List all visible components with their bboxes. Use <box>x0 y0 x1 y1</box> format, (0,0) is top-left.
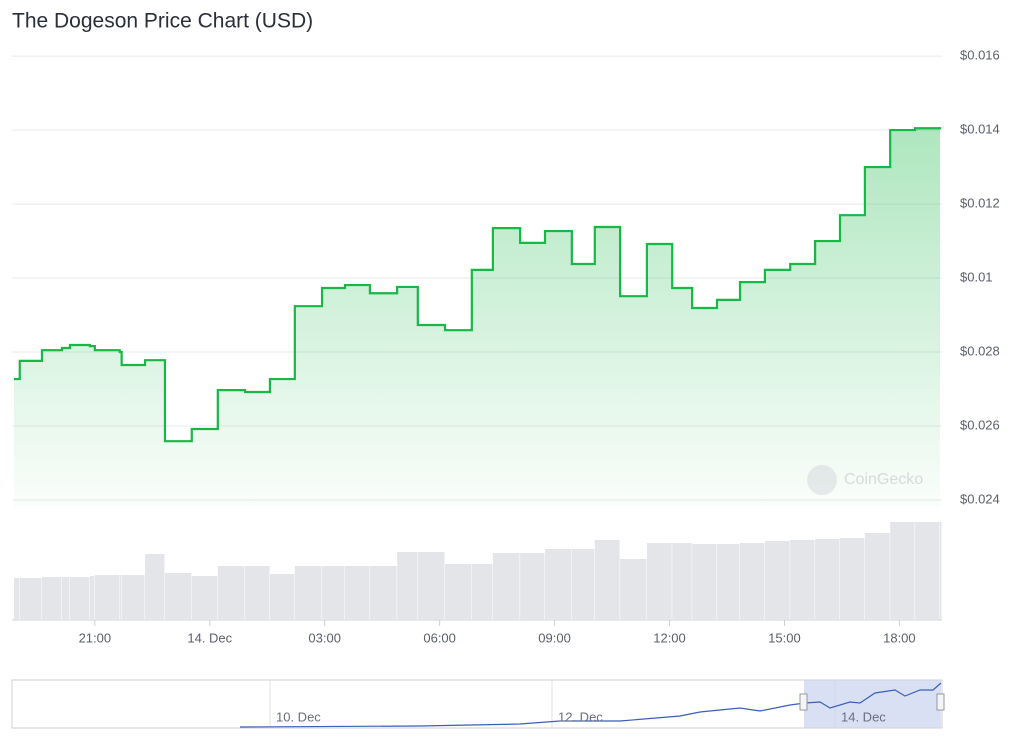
x-tick-label: 21:00 <box>79 630 112 645</box>
volume-bar <box>864 533 890 620</box>
volume-bar <box>764 541 790 620</box>
plot <box>14 127 942 508</box>
watermark: CoinGecko <box>807 465 923 495</box>
volume-bar <box>191 576 218 620</box>
navigator-handle[interactable] <box>936 693 945 711</box>
volume-bar <box>245 566 270 620</box>
x-tick-label: 09:00 <box>538 630 571 645</box>
volume-bar <box>322 566 345 620</box>
volume-bar <box>940 522 942 620</box>
navigator-label: 14. Dec <box>841 709 886 724</box>
x-tick-label: 03:00 <box>308 630 341 645</box>
chart-title: The Dogeson Price Chart (USD) <box>12 10 313 33</box>
grid: $0.024 $0.026 $0.028 $0.01 $0.012 $0.014 $0.01… <box>12 48 1000 645</box>
watermark-text: CoinGecko <box>844 471 923 488</box>
y-tick-label: $0.014 <box>960 122 1000 137</box>
navigator-frame <box>11 679 943 729</box>
y-tick-label: $0.024 <box>960 491 1000 506</box>
volume-bar <box>121 575 145 620</box>
volume-bar <box>89 576 95 620</box>
navigator-label: 12. Dec <box>558 709 603 724</box>
volume-bar <box>520 553 545 620</box>
navigator: 10. Dec 12. Dec 14. Dec <box>11 679 945 729</box>
volume-bar <box>692 544 717 620</box>
volume-bar <box>69 577 90 620</box>
navigator-handle[interactable] <box>799 693 808 711</box>
volume-bar <box>417 552 445 620</box>
x-tick-label: 14. Dec <box>187 630 232 645</box>
volume-bar <box>815 539 840 620</box>
x-tick-label: 15:00 <box>768 630 801 645</box>
volume-bar <box>269 574 295 620</box>
volume-bar <box>369 566 397 620</box>
volume-bar <box>545 549 572 620</box>
y-tick-label: $0.028 <box>960 343 1000 358</box>
volume-bar <box>620 559 647 620</box>
volume-bar <box>492 553 520 620</box>
y-tick-label: $0.01 <box>960 269 993 284</box>
volume-bar <box>397 552 418 620</box>
y-tick-label: $0.012 <box>960 196 1000 211</box>
volume-bar <box>890 522 915 620</box>
price-line <box>14 127 942 443</box>
volume-bar <box>740 543 765 620</box>
volume-bar <box>294 566 322 620</box>
x-tick-label: 18:00 <box>883 630 916 645</box>
x-tick-label: 12:00 <box>653 630 686 645</box>
volume-bar <box>646 543 672 620</box>
volume-bar <box>61 577 70 620</box>
volume-bar <box>445 564 472 620</box>
volume-bar <box>717 544 740 620</box>
volume-bar <box>840 538 865 620</box>
volume-bar <box>19 578 42 620</box>
price-area <box>14 127 940 508</box>
volume-bar <box>164 573 192 620</box>
x-tick-label: 06:00 <box>423 630 456 645</box>
volume-bar <box>41 577 62 620</box>
volume-bar <box>571 549 595 620</box>
volume-bar <box>471 564 493 620</box>
volume-bars <box>14 522 942 620</box>
navigator-label: 10. Dec <box>276 709 321 724</box>
volume-bar <box>594 540 620 620</box>
volume-bar <box>14 578 20 620</box>
volume-bar <box>672 543 692 620</box>
volume-bar <box>119 575 122 620</box>
volume-bar <box>915 522 940 620</box>
volume-bar <box>345 566 370 620</box>
volume-bar <box>145 554 165 620</box>
volume-bar <box>217 566 245 620</box>
y-tick-label: $0.026 <box>960 417 1000 432</box>
volume-bar <box>94 575 120 620</box>
y-tick-label: $0.016 <box>960 48 1000 63</box>
navigator-selection[interactable] <box>804 680 941 728</box>
volume-bar <box>790 540 815 620</box>
